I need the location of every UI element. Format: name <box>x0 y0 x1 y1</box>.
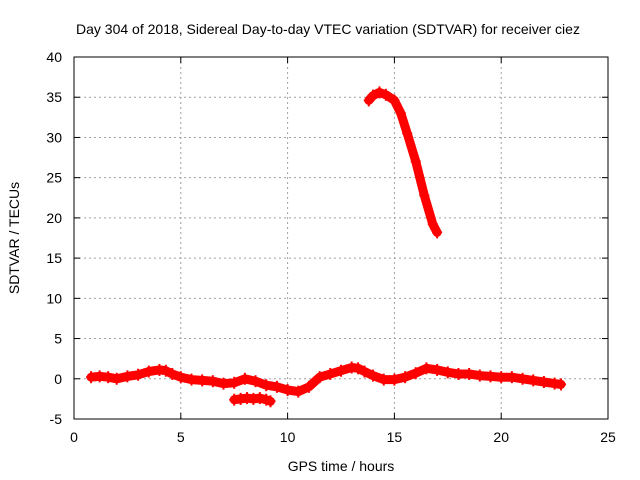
data-point <box>186 373 197 386</box>
data-point <box>419 189 430 202</box>
data-point <box>517 372 528 385</box>
data-point <box>175 371 186 384</box>
data-point <box>250 375 261 388</box>
data-point <box>395 107 406 120</box>
y-tick-label: 30 <box>46 129 62 145</box>
data-point <box>432 363 443 376</box>
data-point <box>261 379 272 392</box>
data-point <box>453 367 464 380</box>
data-point <box>122 370 133 383</box>
data-point <box>556 378 567 391</box>
data-point <box>474 369 485 382</box>
y-tick-label: 5 <box>54 331 62 347</box>
x-tick-label: 10 <box>280 429 296 445</box>
data-point <box>485 370 496 383</box>
data-point <box>160 364 171 377</box>
data-point <box>133 368 144 381</box>
x-tick-label: 25 <box>600 429 616 445</box>
data-point <box>111 372 122 385</box>
data-point <box>207 375 218 388</box>
data-point <box>229 376 240 389</box>
data-point <box>389 94 400 107</box>
data-point <box>359 365 370 378</box>
y-tick-label: 10 <box>46 290 62 306</box>
chart-title: Day 304 of 2018, Sidereal Day-to-day VTE… <box>76 21 580 37</box>
data-point <box>143 365 154 378</box>
data-point <box>303 380 314 393</box>
data-point <box>94 370 105 383</box>
data-point <box>389 373 400 386</box>
data-point <box>282 384 293 397</box>
data-point <box>400 371 411 384</box>
plot-frame <box>73 56 609 420</box>
data-point <box>271 380 282 393</box>
data-point <box>293 385 304 398</box>
data-point <box>103 371 114 384</box>
data-point <box>86 371 97 384</box>
data-point <box>380 88 391 101</box>
y-tick-label: 15 <box>46 250 62 266</box>
data-point <box>528 374 539 387</box>
data-point <box>368 89 379 102</box>
data-point <box>410 155 421 168</box>
y-axis-label: SDTVAR / TECUs <box>6 182 22 294</box>
y-tick-label: 25 <box>46 170 62 186</box>
data-point <box>265 395 276 408</box>
data-point <box>197 374 208 387</box>
x-tick-label: 5 <box>177 429 185 445</box>
data-point <box>374 86 385 99</box>
data-point <box>496 371 507 384</box>
data-point <box>442 366 453 379</box>
data-point <box>325 367 336 380</box>
data-point <box>378 373 389 386</box>
data-point <box>432 226 443 239</box>
data-point <box>353 362 364 375</box>
data-series <box>86 86 567 408</box>
data-point <box>538 375 549 388</box>
data-point <box>314 371 325 384</box>
data-point <box>368 369 379 382</box>
y-tick-label: 0 <box>54 371 62 387</box>
x-axis-label: GPS time / hours <box>288 458 395 474</box>
data-point <box>464 367 475 380</box>
data-point <box>336 364 346 377</box>
y-tick-label: 20 <box>46 210 62 226</box>
data-point <box>427 218 438 231</box>
data-point <box>167 367 178 380</box>
data-point <box>410 367 421 380</box>
data-point <box>402 127 413 140</box>
y-tick-label: -5 <box>50 411 63 427</box>
grid-lines <box>74 57 608 419</box>
data-point <box>254 392 265 405</box>
x-tick-label: 0 <box>70 429 78 445</box>
data-point <box>421 362 432 375</box>
y-tick-label: 35 <box>46 89 62 105</box>
x-tick-label: 15 <box>387 429 403 445</box>
axis-ticks: 0 5 10 15 20 25 -5 0 5 10 15 20 25 30 35 40 <box>46 49 616 445</box>
data-point <box>218 377 229 390</box>
data-point <box>506 371 517 384</box>
x-tick-label: 20 <box>493 429 509 445</box>
data-point <box>239 372 250 385</box>
y-tick-label: 40 <box>46 49 62 65</box>
